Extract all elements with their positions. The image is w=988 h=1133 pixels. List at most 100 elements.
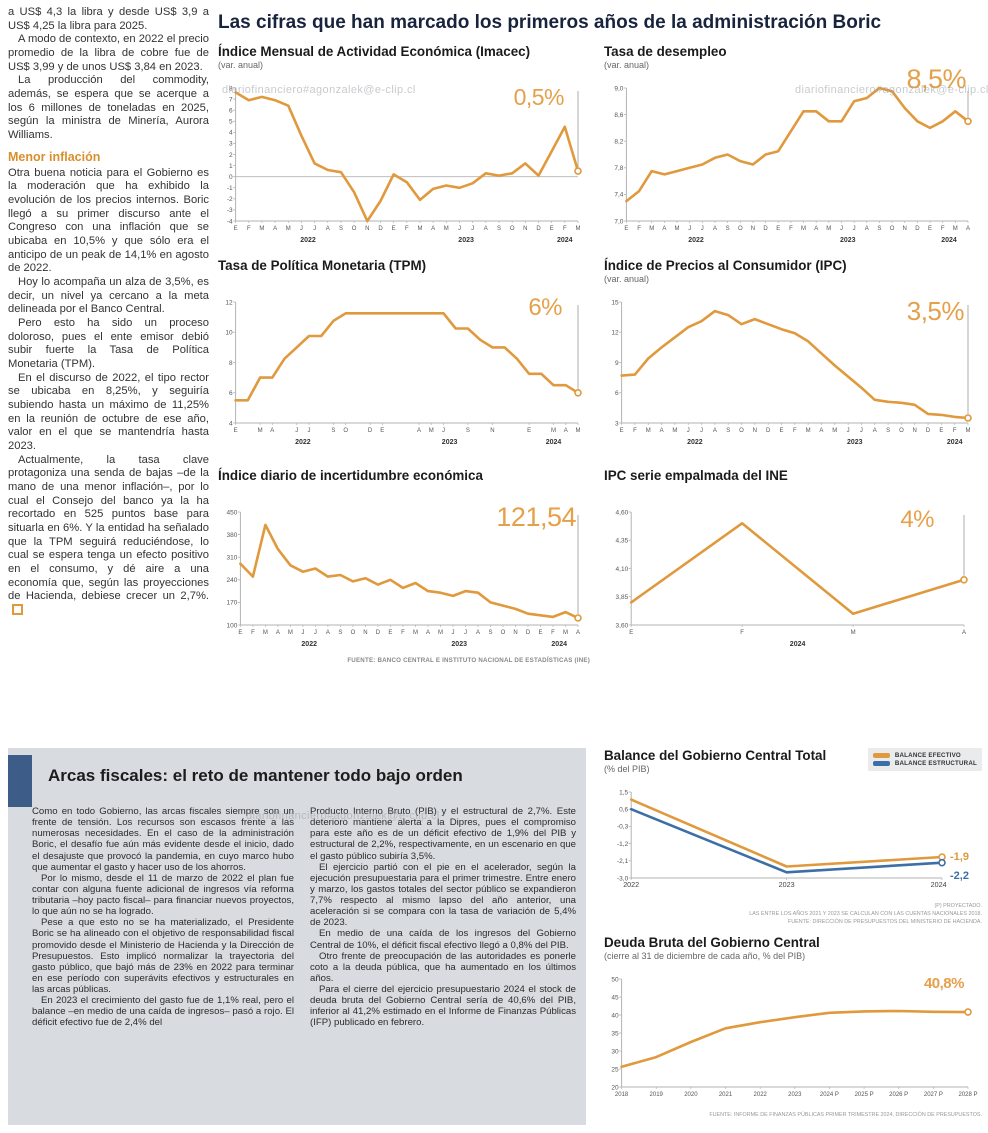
svg-text:F: F [551,630,555,636]
svg-text:5: 5 [229,119,233,126]
svg-text:F: F [247,226,251,232]
article-paragraph: A modo de contexto, en 2022 el precio pr… [8,33,209,73]
footnote: FUENTE: INFORME DE FINANZAS PÚBLICAS PRI… [709,1112,982,1118]
svg-text:J: J [313,226,316,232]
legend-label: BALANCE EFECTIVO [894,752,961,759]
svg-text:4: 4 [229,420,233,427]
chart-deuda: Deuda Bruta del Gobierno Central (cierre… [604,935,982,1125]
svg-text:2019: 2019 [650,1092,664,1098]
svg-text:8,2: 8,2 [614,139,623,146]
svg-text:E: E [238,630,242,636]
svg-text:35: 35 [611,1030,619,1037]
svg-text:J: J [701,226,704,232]
svg-text:F: F [637,226,641,232]
chart-title: Índice diario de incertidumbre económica [218,468,483,483]
svg-text:E: E [776,226,780,232]
svg-text:2021: 2021 [719,1092,733,1098]
svg-text:F: F [405,226,409,232]
svg-text:O: O [739,428,744,434]
svg-text:3: 3 [229,141,233,148]
svg-text:2024 P: 2024 P [820,1092,839,1098]
svg-text:O: O [890,226,895,232]
svg-text:F: F [953,428,957,434]
svg-text:M: M [563,630,568,636]
svg-text:N: N [913,428,917,434]
svg-text:S: S [338,630,342,636]
svg-text:310: 310 [227,555,238,562]
svg-text:2028 P: 2028 P [958,1092,977,1098]
svg-text:-1: -1 [227,185,233,192]
footnote: FUENTE: DIRECCIÓN DE PRESUPUESTOS DEL MI… [787,919,982,926]
article-paragraph: En medio de una caída de los ingresos de… [310,928,576,951]
svg-text:S: S [497,226,501,232]
svg-text:2018: 2018 [615,1092,629,1098]
svg-text:M: M [826,226,831,232]
charts-source: FUENTE: BANCO CENTRAL E INSTITUTO NACION… [347,657,590,664]
svg-text:F: F [251,630,255,636]
svg-text:0: 0 [229,174,233,181]
svg-text:F: F [941,226,945,232]
fiscal-column-2: Producto Interno Bruto (PIB) y el estruc… [310,806,576,1029]
svg-text:M: M [258,428,263,434]
chart-subtitle: (cierre al 31 de diciembre de cada año, … [604,951,806,961]
chart-subtitle [218,274,590,285]
svg-text:-1,2: -1,2 [617,841,629,848]
svg-text:2022: 2022 [300,237,316,244]
svg-text:6: 6 [615,390,619,397]
chart-title: Deuda Bruta del Gobierno Central [604,935,820,950]
svg-text:J: J [853,226,856,232]
svg-text:9: 9 [615,360,619,367]
svg-text:M: M [953,226,958,232]
svg-text:S: S [726,226,730,232]
legend-item-efectivo: BALANCE EFECTIVO [872,752,977,759]
svg-text:A: A [662,226,666,232]
svg-text:-3: -3 [227,207,233,214]
svg-text:2024: 2024 [947,439,963,446]
svg-text:2027 P: 2027 P [924,1092,943,1098]
svg-text:2024: 2024 [551,641,567,648]
svg-text:J: J [314,630,317,636]
legend-label: BALANCE ESTRUCTURAL [894,760,977,767]
svg-text:N: N [363,630,367,636]
article-paragraph: Pero esto ha sido un proceso doloroso, p… [8,317,209,370]
chart-title: IPC serie empalmada del INE [604,468,788,483]
svg-text:J: J [471,226,474,232]
svg-text:E: E [550,226,554,232]
svg-text:1: 1 [229,163,233,170]
footnote: (P) PROYECTADO. [934,903,982,909]
svg-text:2023: 2023 [458,237,474,244]
svg-text:J: J [300,226,303,232]
svg-text:2023: 2023 [840,237,856,244]
chart-tpm: Tasa de Política Monetaria (TPM) 12 10 8 6 4… [218,258,590,450]
section-heading: Menor inflación [8,149,101,164]
chart-title: Tasa de desempleo [604,44,727,59]
svg-text:8: 8 [229,360,233,367]
svg-text:M: M [801,226,806,232]
chart-subtitle: (% del PIB) [604,764,650,774]
svg-text:J: J [700,428,703,434]
svg-text:M: M [286,226,291,232]
svg-text:A: A [865,226,869,232]
svg-text:2024: 2024 [941,237,957,244]
svg-text:J: J [687,428,690,434]
chart-title: Índice de Precios al Consumidor (IPC) [604,258,847,273]
imacec-value-label: 0,5% [513,84,565,110]
svg-text:J: J [688,226,691,232]
footnote: LAS ENTRE LOS AÑOS 2021 Y 2023 SE CALCUL… [749,911,982,918]
svg-text:7: 7 [229,96,233,103]
svg-text:M: M [263,630,268,636]
article-paragraph: En el discurso de 2022, el tipo rector s… [8,371,209,452]
svg-text:12: 12 [225,299,233,306]
article-paragraph: En 2023 el crecimiento del gasto fue de … [32,995,294,1029]
article-paragraph: Para el cierre del ejercicio presupuesta… [310,984,576,1029]
svg-text:A: A [326,630,330,636]
svg-text:M: M [966,428,971,434]
svg-text:M: M [438,630,443,636]
svg-text:M: M [851,630,856,636]
svg-text:45: 45 [611,994,619,1001]
svg-text:A: A [431,226,435,232]
deuda-plot: 50 45 40 35 30 25 20 2018 2019 2020 2021 2022 2023 20… [604,971,982,1105]
svg-text:450: 450 [227,509,238,516]
svg-text:D: D [766,428,771,434]
svg-text:2023: 2023 [779,880,795,889]
